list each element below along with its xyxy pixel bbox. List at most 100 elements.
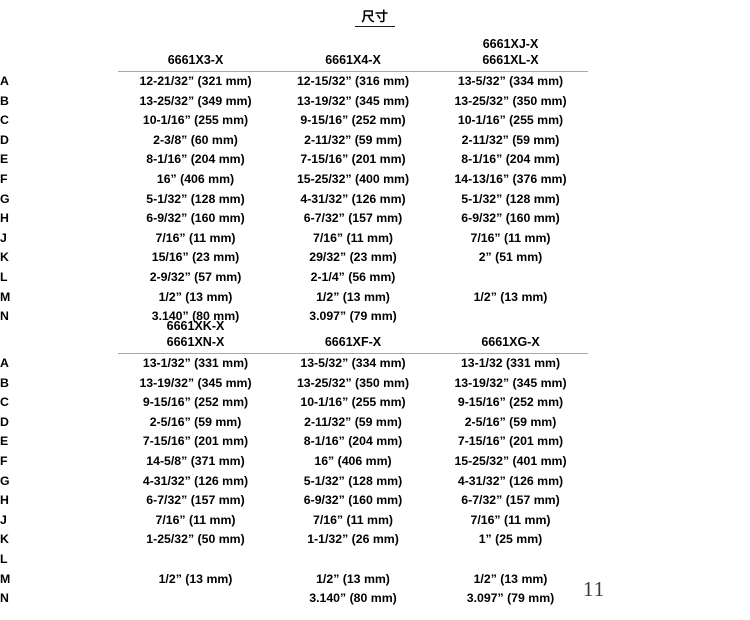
cell-N-2: 3.097” (79 mm) bbox=[309, 309, 397, 324]
table-row: B 13-25/32” (349 mm) 13-19/32” (345 mm) 13-… bbox=[0, 92, 750, 112]
row-label-A: A bbox=[0, 73, 10, 88]
row-label-L: L bbox=[0, 551, 8, 566]
row-spacer bbox=[588, 570, 750, 590]
spec-table: 6661X3-X 6661X4-X 6661XJ-X 6661XL-X A 12-21/… bbox=[0, 36, 750, 327]
table-row: G 4-31/32” (126 mm) 5-1/32” (128 mm) 4-31/3… bbox=[0, 472, 750, 492]
row-label-J: J bbox=[0, 512, 8, 527]
table-row: G 5-1/32” (128 mm) 4-31/32” (126 mm) 5-1/32… bbox=[0, 190, 750, 210]
cell-L-3 bbox=[433, 550, 588, 570]
table-row: F 14-5/8” (371 mm) 16” (406 mm) 15-25/32” (… bbox=[0, 452, 750, 472]
row-label-H: H bbox=[0, 493, 10, 508]
cell-F-3: 15-25/32” (401 mm) bbox=[454, 453, 567, 468]
table-row: F 16” (406 mm) 15-25/32” (400 mm) 14-13/16”… bbox=[0, 170, 750, 190]
cell-L-1: 2-9/32” (57 mm) bbox=[149, 269, 242, 284]
cell-M-2: 1/2” (13 mm) bbox=[316, 289, 390, 304]
page-number: 11 bbox=[583, 577, 606, 601]
cell-H-1: 6-7/32” (157 mm) bbox=[146, 493, 245, 508]
table-row: C 10-1/16” (255 mm) 9-15/16” (252 mm) 10-1/… bbox=[0, 111, 750, 131]
row-spacer bbox=[588, 131, 750, 151]
row-spacer bbox=[588, 229, 750, 249]
row-spacer bbox=[588, 268, 750, 288]
cell-D-3: 2-11/32” (59 mm) bbox=[461, 132, 560, 147]
row-label-header bbox=[0, 36, 118, 68]
table-row: M 1/2” (13 mm) 1/2” (13 mm) 1/2” (13 mm) bbox=[0, 570, 750, 590]
table-row: K 1-25/32” (50 mm) 1-1/32” (26 mm) 1” (25 m… bbox=[0, 530, 750, 550]
cell-K-1: 15/16” (23 mm) bbox=[151, 250, 240, 265]
row-label-M: M bbox=[0, 289, 11, 304]
cell-J-1: 7/16” (11 mm) bbox=[155, 512, 236, 527]
row-spacer bbox=[588, 511, 750, 531]
cell-K-2: 1-1/32” (26 mm) bbox=[307, 532, 399, 547]
cell-E-1: 8-1/16” (204 mm) bbox=[146, 152, 245, 167]
cell-E-1: 7-15/16” (201 mm) bbox=[142, 434, 249, 449]
cell-C-2: 9-15/16” (252 mm) bbox=[300, 113, 406, 128]
table-header-row: 6661XK-X 6661XN-X 6661XF-X 6661XG-X bbox=[0, 318, 750, 350]
cell-H-3: 6-9/32” (160 mm) bbox=[461, 211, 560, 226]
column-header-line: 6661XG-X bbox=[481, 335, 540, 349]
cell-L-2 bbox=[273, 550, 433, 570]
cell-E-2: 8-1/16” (204 mm) bbox=[303, 434, 403, 449]
row-label-F: F bbox=[0, 171, 8, 186]
table-row: A 13-1/32” (331 mm) 13-5/32” (334 mm) 13-1/… bbox=[0, 354, 750, 374]
row-label-J: J bbox=[0, 230, 8, 245]
cell-D-3: 2-5/16” (59 mm) bbox=[464, 414, 557, 429]
cell-B-2: 13-25/32” (350 mm) bbox=[296, 375, 410, 390]
row-spacer bbox=[588, 413, 750, 433]
row-label-H: H bbox=[0, 211, 10, 226]
table-row: L 2-9/32” (57 mm) 2-1/4” (56 mm) bbox=[0, 268, 750, 288]
row-spacer bbox=[588, 530, 750, 550]
table-header-row: 6661X3-X 6661X4-X 6661XJ-X 6661XL-X bbox=[0, 36, 750, 68]
row-spacer bbox=[588, 374, 750, 394]
cell-H-3: 6-7/32” (157 mm) bbox=[461, 493, 560, 508]
column-header-line: 6661XK-X bbox=[166, 319, 225, 333]
cell-C-3: 9-15/16” (252 mm) bbox=[457, 395, 564, 410]
header-divider bbox=[118, 350, 273, 354]
table-row: D 2-3/8” (60 mm) 2-11/32” (59 mm) 2-11/32” … bbox=[0, 131, 750, 151]
table-row: H 6-7/32” (157 mm) 6-9/32” (160 mm) 6-7/32”… bbox=[0, 491, 750, 511]
row-spacer bbox=[588, 472, 750, 492]
row-spacer bbox=[588, 150, 750, 170]
cell-C-3: 10-1/16” (255 mm) bbox=[457, 113, 564, 128]
cell-N-3: 3.097” (79 mm) bbox=[466, 591, 555, 606]
cell-D-2: 2-11/32” (59 mm) bbox=[304, 132, 402, 147]
table-row: J 7/16” (11 mm) 7/16” (11 mm) 7/16” (11 mm) bbox=[0, 229, 750, 249]
row-spacer bbox=[588, 432, 750, 452]
cell-G-2: 4-31/32” (126 mm) bbox=[300, 191, 406, 206]
table-row: K 15/16” (23 mm) 29/32” (23 mm) 2” (51 mm) bbox=[0, 248, 750, 268]
cell-F-2: 16” (406 mm) bbox=[314, 453, 392, 468]
column-header-model-2: 6661X4-X bbox=[273, 36, 433, 68]
cell-F-1: 14-5/8” (371 mm) bbox=[146, 453, 245, 468]
cell-M-1: 1/2” (13 mm) bbox=[158, 571, 233, 586]
cell-K-1: 1-25/32” (50 mm) bbox=[146, 532, 245, 547]
header-divider bbox=[273, 350, 433, 354]
cell-F-2: 15-25/32” (400 mm) bbox=[296, 171, 410, 186]
column-header-line: 6661XJ-X bbox=[482, 37, 539, 51]
cell-C-1: 10-1/16” (255 mm) bbox=[142, 113, 249, 128]
cell-N-2: 3.140” (80 mm) bbox=[309, 591, 397, 606]
column-header-line: 6661XL-X bbox=[482, 53, 539, 67]
row-spacer bbox=[588, 288, 750, 308]
row-label-B: B bbox=[0, 375, 10, 390]
cell-K-2: 29/32” (23 mm) bbox=[309, 250, 397, 265]
spec-table: 6661XK-X 6661XN-X 6661XF-X 6661XG-X A 13-1/… bbox=[0, 318, 750, 609]
column-header-model-1: 6661XK-X 6661XN-X bbox=[118, 318, 273, 350]
row-label-A: A bbox=[0, 355, 10, 370]
column-header-line: 6661X3-X bbox=[167, 53, 224, 67]
cell-B-3: 13-25/32” (350 mm) bbox=[454, 93, 567, 108]
row-spacer bbox=[588, 111, 750, 131]
cell-B-2: 13-19/32” (345 mm) bbox=[296, 93, 410, 108]
cell-M-3: 1/2” (13 mm) bbox=[473, 571, 548, 586]
cell-L-1 bbox=[118, 550, 273, 570]
table-row: L bbox=[0, 550, 750, 570]
cell-E-3: 8-1/16” (204 mm) bbox=[461, 152, 560, 167]
column-header-line: 6661XF-X bbox=[324, 335, 382, 349]
cell-F-3: 14-13/16” (376 mm) bbox=[454, 171, 567, 186]
cell-G-3: 4-31/32” (126 mm) bbox=[457, 473, 564, 488]
dimensions-table-2: 6661XK-X 6661XN-X 6661XF-X 6661XG-X A 13-1/… bbox=[0, 318, 750, 609]
table-row: N 3.140” (80 mm) 3.097” (79 mm) bbox=[0, 307, 750, 327]
row-label-D: D bbox=[0, 414, 10, 429]
cell-D-1: 2-5/16” (59 mm) bbox=[149, 414, 242, 429]
cell-G-2: 5-1/32” (128 mm) bbox=[303, 473, 403, 488]
cell-A-2: 12-15/32” (316 mm) bbox=[296, 74, 410, 88]
